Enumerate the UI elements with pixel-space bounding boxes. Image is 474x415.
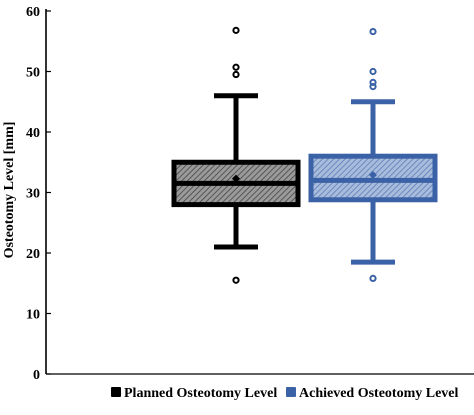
box-achieved <box>308 27 438 283</box>
y-tick-label: 20 <box>26 247 40 262</box>
outlier-point <box>232 63 240 71</box>
mean-marker <box>369 170 377 179</box>
outlier-point <box>369 78 377 86</box>
y-tick-label: 30 <box>26 187 40 202</box>
legend-label: Achieved Osteotomy Level <box>299 386 459 401</box>
box-series <box>171 26 438 284</box>
outlier-point <box>232 70 240 79</box>
box-planned <box>171 26 301 284</box>
y-axis-title: Osteotomy Level [mm] <box>2 122 17 259</box>
outlier-point <box>232 276 240 284</box>
legend-swatch <box>111 387 121 397</box>
mean-marker <box>232 174 240 183</box>
y-axis-ticks: 0 10 20 30 40 50 60 <box>26 5 51 383</box>
legend-swatch <box>286 387 296 397</box>
outlier-point <box>232 26 240 34</box>
y-tick-label: 40 <box>26 126 40 141</box>
y-tick-label: 0 <box>33 368 40 383</box>
y-tick-label: 60 <box>26 5 40 20</box>
legend-label: Planned Osteotomy Level <box>124 386 277 401</box>
legend: Planned Osteotomy Level Achieved Osteotom… <box>111 386 459 401</box>
outlier-point <box>369 274 377 283</box>
outlier-point <box>369 27 377 36</box>
y-tick-label: 10 <box>26 308 40 323</box>
y-tick-label: 50 <box>26 66 40 81</box>
outlier-point <box>369 67 377 76</box>
